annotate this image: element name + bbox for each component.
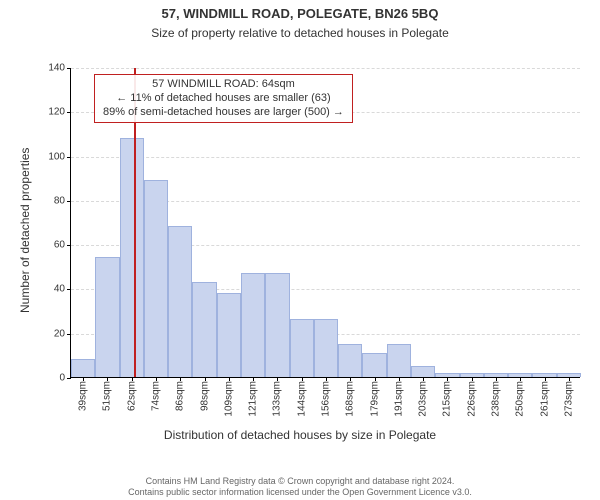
xtick-label: 98sqm [199,381,210,411]
page-subtitle: Size of property relative to detached ho… [0,26,600,40]
xtick-label: 191sqm [393,381,404,417]
histogram-bar [387,344,411,377]
xtick-label: 250sqm [515,381,526,417]
annotation-line3: 89% of semi-detached houses are larger (… [103,106,344,120]
footer-line2: Contains public sector information licen… [0,487,600,498]
annotation-box: 57 WINDMILL ROAD: 64sqm ← 11% of detache… [94,74,353,123]
chart-container: { "header": { "address": "57, WINDMILL R… [0,0,600,500]
xtick-label: 168sqm [345,381,356,417]
histogram-bar [362,353,386,377]
xtick-label: 39sqm [78,381,89,411]
ytick-label: 120 [48,107,71,118]
footer-line1: Contains HM Land Registry data © Crown c… [0,476,600,487]
y-axis-label: Number of detached properties [18,148,32,313]
histogram-bar [265,273,289,377]
xtick-label: 238sqm [491,381,502,417]
gridline [71,157,580,158]
xtick-label: 109sqm [223,381,234,417]
histogram-bar [95,257,119,377]
xtick-label: 121sqm [248,381,259,417]
ytick-label: 60 [54,240,71,251]
annotation-line2: ← 11% of detached houses are smaller (63… [103,92,344,106]
histogram-bar [71,359,95,377]
histogram-bar [338,344,362,377]
xtick-label: 261sqm [539,381,550,417]
annotation-line1: 57 WINDMILL ROAD: 64sqm [103,78,344,92]
histogram-bar [168,226,192,377]
histogram-bar [241,273,265,377]
xtick-label: 273sqm [563,381,574,417]
histogram-bar [144,180,168,377]
xtick-label: 51sqm [102,381,113,411]
ytick-label: 0 [59,373,71,384]
histogram-bar [120,138,144,377]
page-title: 57, WINDMILL ROAD, POLEGATE, BN26 5BQ [0,6,600,21]
xtick-label: 74sqm [151,381,162,411]
ytick-label: 80 [54,195,71,206]
footer: Contains HM Land Registry data © Crown c… [0,476,600,498]
xtick-label: 203sqm [418,381,429,417]
histogram-bar [192,282,216,377]
histogram-bar [411,366,435,377]
histogram-bar [314,319,338,377]
ytick-label: 100 [48,151,71,162]
xtick-label: 179sqm [369,381,380,417]
ytick-label: 20 [54,328,71,339]
ytick-label: 40 [54,284,71,295]
xtick-label: 86sqm [175,381,186,411]
xtick-label: 144sqm [296,381,307,417]
xtick-label: 226sqm [466,381,477,417]
x-axis-label: Distribution of detached houses by size … [0,428,600,442]
xtick-label: 215sqm [442,381,453,417]
histogram-bar [290,319,314,377]
xtick-label: 156sqm [321,381,332,417]
ytick-label: 140 [48,63,71,74]
histogram-bar [217,293,241,377]
xtick-label: 62sqm [126,381,137,411]
xtick-label: 133sqm [272,381,283,417]
gridline [71,68,580,69]
